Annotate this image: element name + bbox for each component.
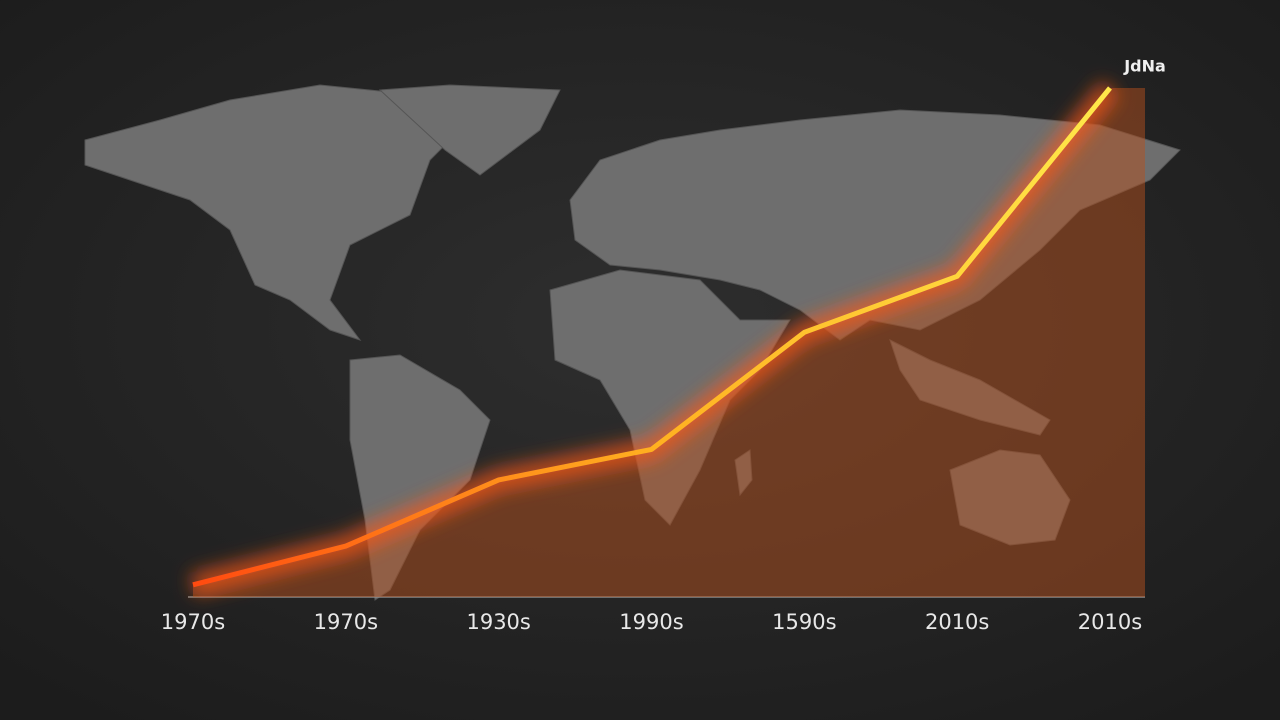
x-tick-label: 2010s: [925, 610, 989, 634]
area: [193, 88, 1145, 597]
x-tick-label: 1970s: [161, 610, 225, 634]
x-tick-label: 1930s: [466, 610, 530, 634]
x-tick-label: 1990s: [619, 610, 683, 634]
x-tick-label: 1970s: [314, 610, 378, 634]
line: [192, 86, 1112, 588]
x-tick-label: 2010s: [1078, 610, 1142, 634]
x-tick-label: 1590s: [772, 610, 836, 634]
annotation: JdNa: [1123, 57, 1166, 76]
